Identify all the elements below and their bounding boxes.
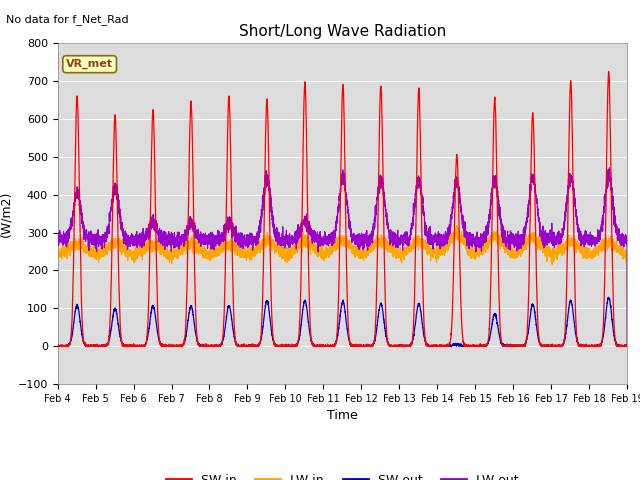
Text: VR_met: VR_met: [66, 59, 113, 69]
X-axis label: Time: Time: [327, 409, 358, 422]
Title: Short/Long Wave Radiation: Short/Long Wave Radiation: [239, 24, 446, 39]
Legend: SW in, LW in, SW out, LW out: SW in, LW in, SW out, LW out: [161, 468, 524, 480]
Y-axis label: (W/m2): (W/m2): [0, 191, 12, 237]
Text: No data for f_Net_Rad: No data for f_Net_Rad: [6, 14, 129, 25]
